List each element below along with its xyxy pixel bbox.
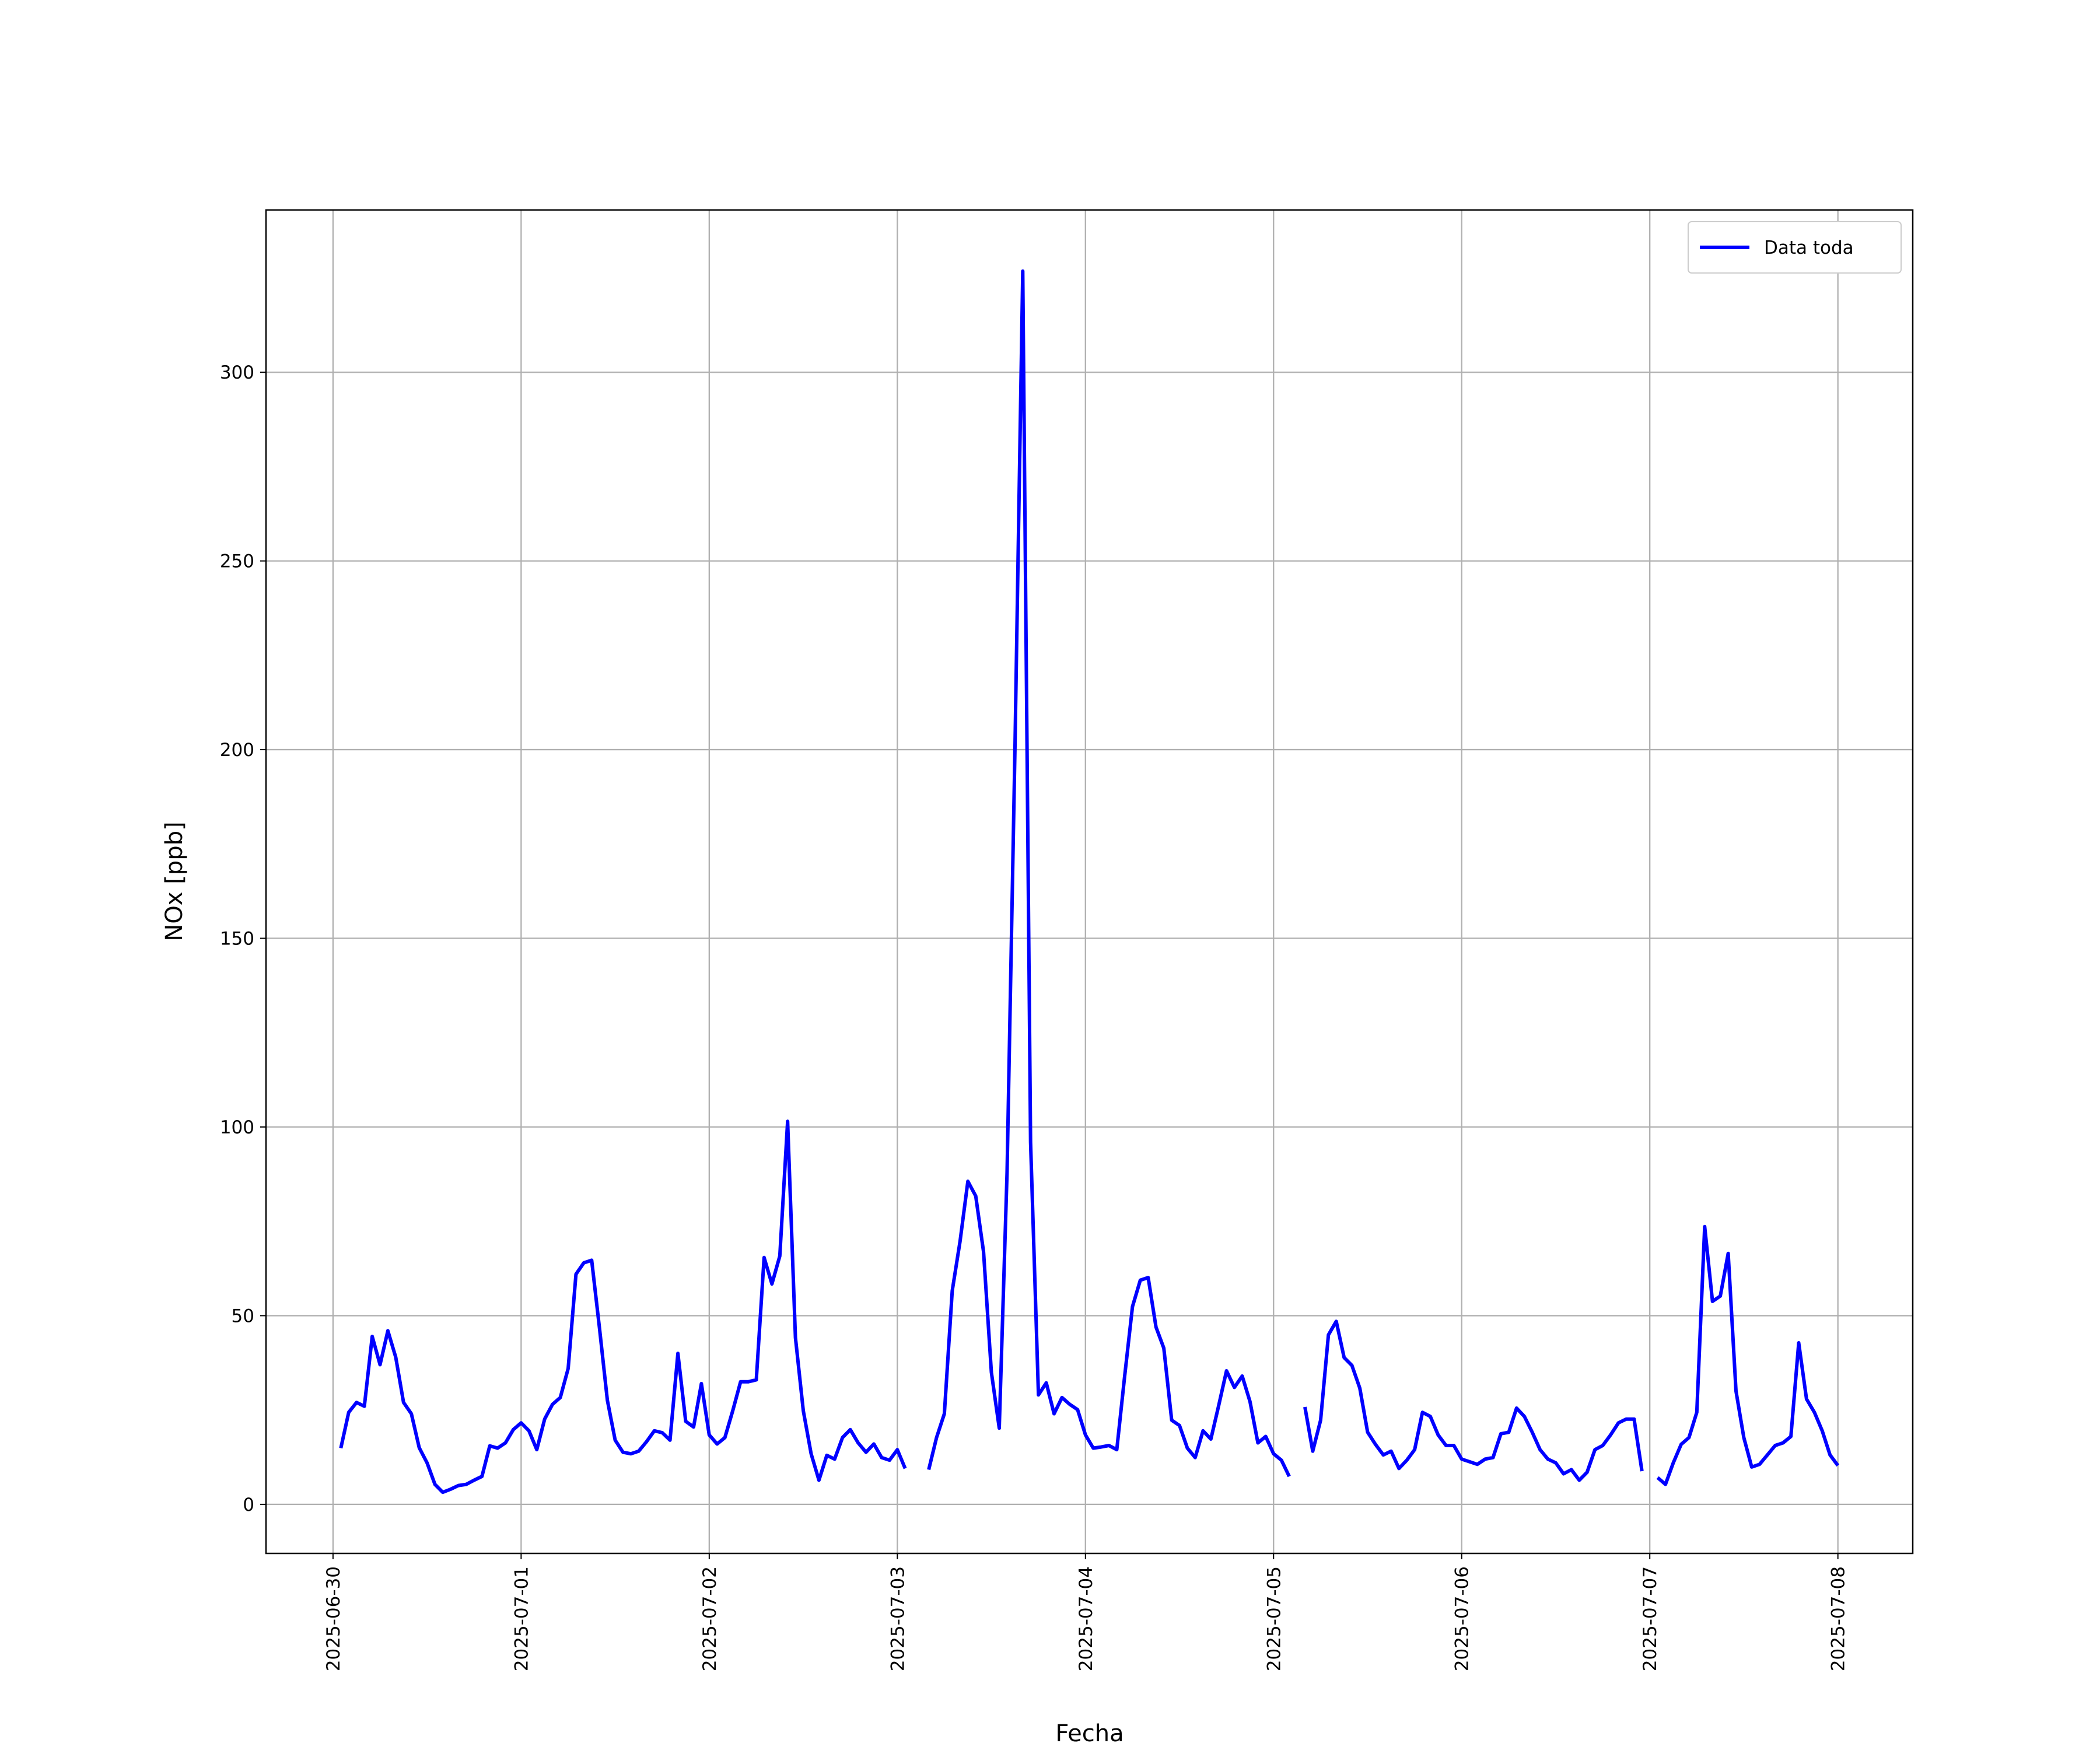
y-tick-label: 100 — [220, 1117, 254, 1138]
x-tick-label: 2025-07-05 — [1264, 1566, 1284, 1671]
y-tick-label: 250 — [220, 551, 254, 572]
x-tick-label: 2025-07-03 — [887, 1566, 908, 1671]
x-tick-label: 2025-07-04 — [1076, 1566, 1097, 1671]
y-tick-label: 300 — [220, 362, 254, 383]
data-line — [339, 269, 1840, 1494]
y-tick-label: 50 — [232, 1306, 254, 1326]
y-tick-label: 0 — [243, 1494, 254, 1516]
legend-box — [1688, 221, 1902, 274]
x-tick-label: 2025-07-06 — [1452, 1566, 1473, 1671]
legend: Data toda — [1688, 221, 1902, 274]
y-tick-label: 150 — [220, 929, 254, 950]
x-tick-label: 2025-07-08 — [1828, 1566, 1849, 1671]
x-tick-label: 2025-07-02 — [699, 1566, 720, 1671]
x-tick-label: 2025-07-07 — [1640, 1566, 1661, 1671]
y-tick-label: 200 — [220, 740, 254, 761]
x-tick-label: 2025-06-30 — [323, 1566, 344, 1671]
y-axis-title: NOx [ppb] — [161, 821, 188, 941]
legend-label: Data toda — [1764, 237, 1854, 258]
plot-frame — [265, 209, 1914, 1555]
x-axis-title: Fecha — [1055, 1720, 1124, 1747]
x-tick-label: 2025-07-01 — [511, 1566, 532, 1671]
